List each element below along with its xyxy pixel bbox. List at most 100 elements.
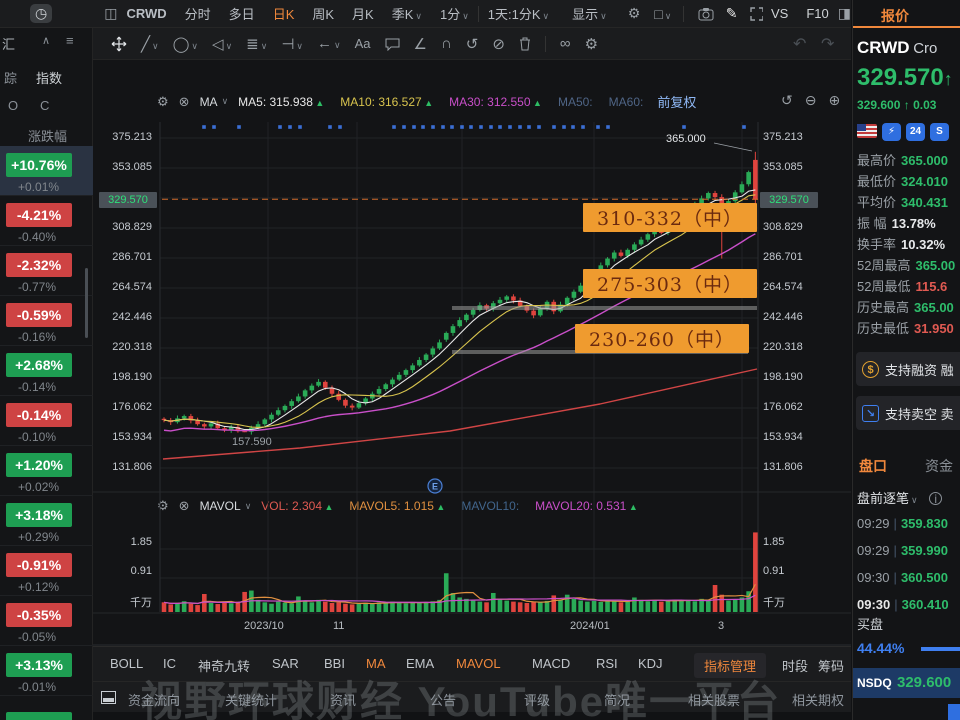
- indicator-tab-神奇九转[interactable]: 神奇九转: [198, 659, 251, 674]
- indicator-tab-IC[interactable]: IC: [163, 656, 176, 671]
- fib-lines-tool-icon[interactable]: ≣ ∨: [246, 35, 268, 53]
- right-panel-toggle-icon[interactable]: ◨: [837, 5, 851, 21]
- layout-toggle-icon[interactable]: ◫: [104, 5, 118, 21]
- indicator-tab-BBI[interactable]: BBI: [324, 656, 345, 671]
- watchlist-item[interactable]: -0.59% -0.16%: [0, 296, 93, 346]
- draw-settings-gear-icon[interactable]: ⚙: [584, 35, 599, 53]
- mavol-settings-gear-icon[interactable]: ⚙: [157, 498, 169, 513]
- market-filter-2[interactable]: C: [40, 98, 50, 113]
- period-tab-月K[interactable]: 月K: [352, 7, 374, 22]
- watchlist-item[interactable]: -0.14% -0.10%: [0, 396, 93, 446]
- watchlist-item[interactable]: +3.13% -0.01%: [0, 646, 93, 696]
- ma-name[interactable]: MA: [199, 94, 218, 109]
- mavol-name[interactable]: MAVOL: [199, 499, 241, 513]
- exchange-row[interactable]: NSDQ 329.600: [853, 668, 960, 698]
- symbol-label[interactable]: CRWD: [126, 6, 167, 21]
- trade-row[interactable]: 09:30 | 360.500: [857, 570, 948, 585]
- trade-row[interactable]: 09:30 | 360.410: [857, 597, 949, 612]
- tab-funds[interactable]: 资金: [925, 458, 953, 474]
- note-bubble-icon[interactable]: [385, 37, 400, 51]
- feature-banner[interactable]: $ 支持融资 融: [856, 352, 960, 386]
- watchlist-item[interactable]: +1.20% +0.02%: [0, 446, 93, 496]
- text-tool-icon[interactable]: Aa: [354, 36, 371, 51]
- status-tab-简况[interactable]: 简况: [604, 693, 631, 708]
- watchlist-item[interactable]: +3.18% +0.29%: [0, 496, 93, 546]
- fullscreen-icon[interactable]: [749, 6, 764, 21]
- f10-button[interactable]: F10: [806, 6, 829, 21]
- clock-icon[interactable]: ◷: [30, 4, 53, 23]
- status-tab-相关期权[interactable]: 相关期权: [792, 693, 845, 708]
- status-tab-公告[interactable]: 公告: [430, 693, 457, 708]
- period-tab-1分[interactable]: 1分 ∨: [439, 7, 469, 22]
- panel-toggle-icon[interactable]: [101, 691, 116, 704]
- sidebar-group-label[interactable]: 汇: [2, 37, 16, 52]
- tab-orderbook[interactable]: 盘口: [859, 458, 887, 474]
- watchlist-item[interactable]: +2.68% -0.14%: [0, 346, 93, 396]
- reset-zoom-icon[interactable]: ↺: [781, 92, 793, 108]
- ma-close-icon[interactable]: ⊗: [178, 93, 190, 109]
- zoom-out-icon[interactable]: ⊖: [804, 92, 817, 108]
- settings-gear-icon[interactable]: ⚙: [627, 5, 641, 21]
- angle-tool-icon[interactable]: ∠: [413, 35, 427, 53]
- indicator-tab-KDJ[interactable]: KDJ: [638, 656, 663, 671]
- watchlist-item[interactable]: -2.32% -0.77%: [0, 246, 93, 296]
- period-tab-季K[interactable]: 季K ∨: [391, 7, 422, 22]
- status-tab-评级[interactable]: 评级: [524, 693, 551, 708]
- polygon-tool-icon[interactable]: ◁ ∨: [212, 35, 233, 53]
- period-tab-周K[interactable]: 周K: [312, 7, 335, 22]
- collapse-icon[interactable]: ∧: [42, 35, 51, 47]
- adjust-mode-label[interactable]: 前复权: [657, 95, 697, 110]
- status-tab-关键统计[interactable]: 关键统计: [225, 693, 278, 708]
- indicator-tab-MA[interactable]: MA: [366, 656, 386, 671]
- move-tool-icon[interactable]: [111, 36, 127, 52]
- period-tab-分时[interactable]: 分时: [184, 7, 211, 22]
- status-tab-资金流向[interactable]: 资金流向: [128, 693, 181, 708]
- display-menu[interactable]: 显示 ∨: [572, 7, 607, 22]
- trade-row[interactable]: 09:29 | 359.990: [857, 543, 948, 558]
- indicator-tab-EMA[interactable]: EMA: [406, 656, 435, 671]
- ma-settings-gear-icon[interactable]: ⚙: [157, 93, 169, 109]
- interval-selector[interactable]: 1天:1分K ∨: [487, 7, 550, 22]
- indicator-tab-时段[interactable]: 时段: [782, 659, 809, 674]
- tab-quote[interactable]: 报价: [881, 8, 909, 24]
- vs-button[interactable]: VS: [771, 6, 789, 21]
- indicator-tab-RSI[interactable]: RSI: [596, 656, 618, 671]
- sidebar-scrollbar[interactable]: [85, 268, 88, 338]
- hide-drawings-icon[interactable]: ⊘: [492, 35, 505, 53]
- feed-selector[interactable]: 盘前逐笔 ∨ i: [857, 488, 943, 507]
- watchlist-item[interactable]: +10.76% +0.01%: [0, 146, 93, 196]
- menu-icon[interactable]: ≡: [66, 33, 74, 48]
- indicator-tab-指标管理[interactable]: 指标管理: [694, 653, 767, 678]
- tab-index[interactable]: 指数: [36, 71, 63, 86]
- link-objects-icon[interactable]: ∞: [559, 35, 571, 52]
- indicator-tab-MAVOL[interactable]: MAVOL: [456, 656, 501, 671]
- watchlist-item[interactable]: -0.91% +0.12%: [0, 546, 93, 596]
- watchlist-item[interactable]: -0.35% -0.05%: [0, 596, 93, 646]
- status-tab-资讯[interactable]: 资讯: [330, 693, 357, 708]
- draw-pencil-icon[interactable]: ✎: [725, 5, 738, 21]
- feature-banner[interactable]: ↘ 支持卖空 卖: [856, 396, 960, 430]
- delete-drawings-icon[interactable]: [519, 37, 531, 51]
- magnet-tool-icon[interactable]: ∩: [440, 35, 452, 52]
- trendline-tool-icon[interactable]: ╱ ∨: [141, 35, 159, 53]
- indicator-tab-MACD[interactable]: MACD: [532, 656, 571, 671]
- watchlist-item-partial[interactable]: [6, 712, 72, 720]
- market-filter-1[interactable]: O: [8, 98, 19, 113]
- status-tab-相关股票[interactable]: 相关股票: [688, 693, 741, 708]
- info-icon[interactable]: i: [929, 492, 943, 506]
- indicator-tab-BOLL[interactable]: BOLL: [110, 656, 144, 671]
- shape-tool-icon[interactable]: ◯ ∨: [172, 35, 199, 53]
- period-tab-多日[interactable]: 多日: [228, 7, 255, 22]
- arrow-tool-icon[interactable]: ← ∨: [317, 35, 341, 52]
- mavol-close-icon[interactable]: ⊗: [178, 498, 190, 513]
- period-tab-日K[interactable]: 日K: [272, 7, 295, 22]
- trade-row[interactable]: 09:29 | 359.830: [857, 516, 948, 531]
- measure-tool-icon[interactable]: ⊣ ∨: [281, 35, 303, 53]
- camera-icon[interactable]: [698, 7, 714, 21]
- undo-icon[interactable]: ↶: [793, 35, 807, 53]
- indicator-tab-筹码[interactable]: 筹码: [818, 659, 845, 674]
- watchlist-item[interactable]: -4.21% -0.40%: [0, 196, 93, 246]
- indicator-tab-SAR[interactable]: SAR: [272, 656, 299, 671]
- layout-grid-icon[interactable]: □ ∨: [654, 5, 672, 22]
